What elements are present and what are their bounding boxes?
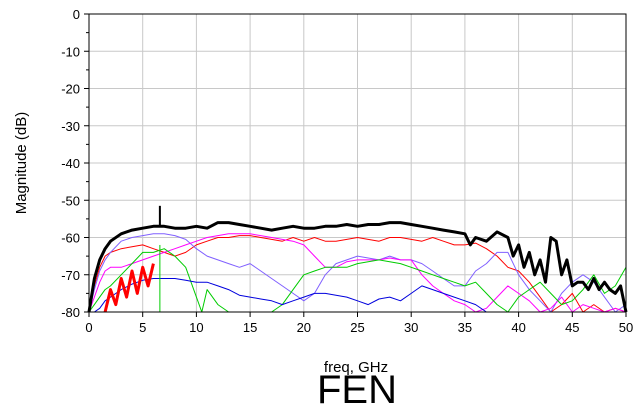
x-tick-label: 0: [85, 320, 92, 335]
x-tick-label: 15: [243, 320, 257, 335]
x-tick-label: 10: [189, 320, 203, 335]
x-axis-label: freq, GHz: [324, 359, 388, 376]
y-tick-label: -50: [61, 193, 80, 208]
y-tick-label: -60: [61, 231, 80, 246]
x-tick-label: 20: [297, 320, 311, 335]
x-tick-label: 30: [404, 320, 418, 335]
series-line-0: [87, 221, 628, 313]
plot-border: [88, 13, 627, 313]
y-tick-label: -30: [61, 119, 80, 134]
x-tick-label: 25: [350, 320, 364, 335]
grid: [88, 13, 627, 313]
x-tick-label: 5: [139, 320, 146, 335]
x-tick-label: 45: [565, 320, 579, 335]
x-tick-label: 40: [511, 320, 525, 335]
series-line-4: [88, 248, 627, 313]
y-tick-label: -80: [61, 305, 80, 320]
series-line-6: [103, 263, 155, 313]
series-line-3: [88, 233, 627, 313]
y-tick-label: -70: [61, 268, 80, 283]
x-tick-label: 50: [619, 320, 633, 335]
plot-frame: [84, 13, 627, 317]
y-tick-label: -10: [61, 44, 80, 59]
fen-label: FEN: [317, 368, 397, 405]
y-tick-label: 0: [73, 7, 80, 22]
y-tick-label: -20: [61, 82, 80, 97]
y-tick-label: -40: [61, 156, 80, 171]
series-line-2: [88, 233, 627, 313]
x-tick-label: 35: [458, 320, 472, 335]
tick-labels: 0 5 10 15 20 25 30 35 40 45 50 0 -10 -20 -30 -40 -50 -60 -…: [61, 7, 633, 335]
series-layer: [87, 205, 628, 313]
y-axis-label: Magnitude (dB): [13, 112, 30, 215]
